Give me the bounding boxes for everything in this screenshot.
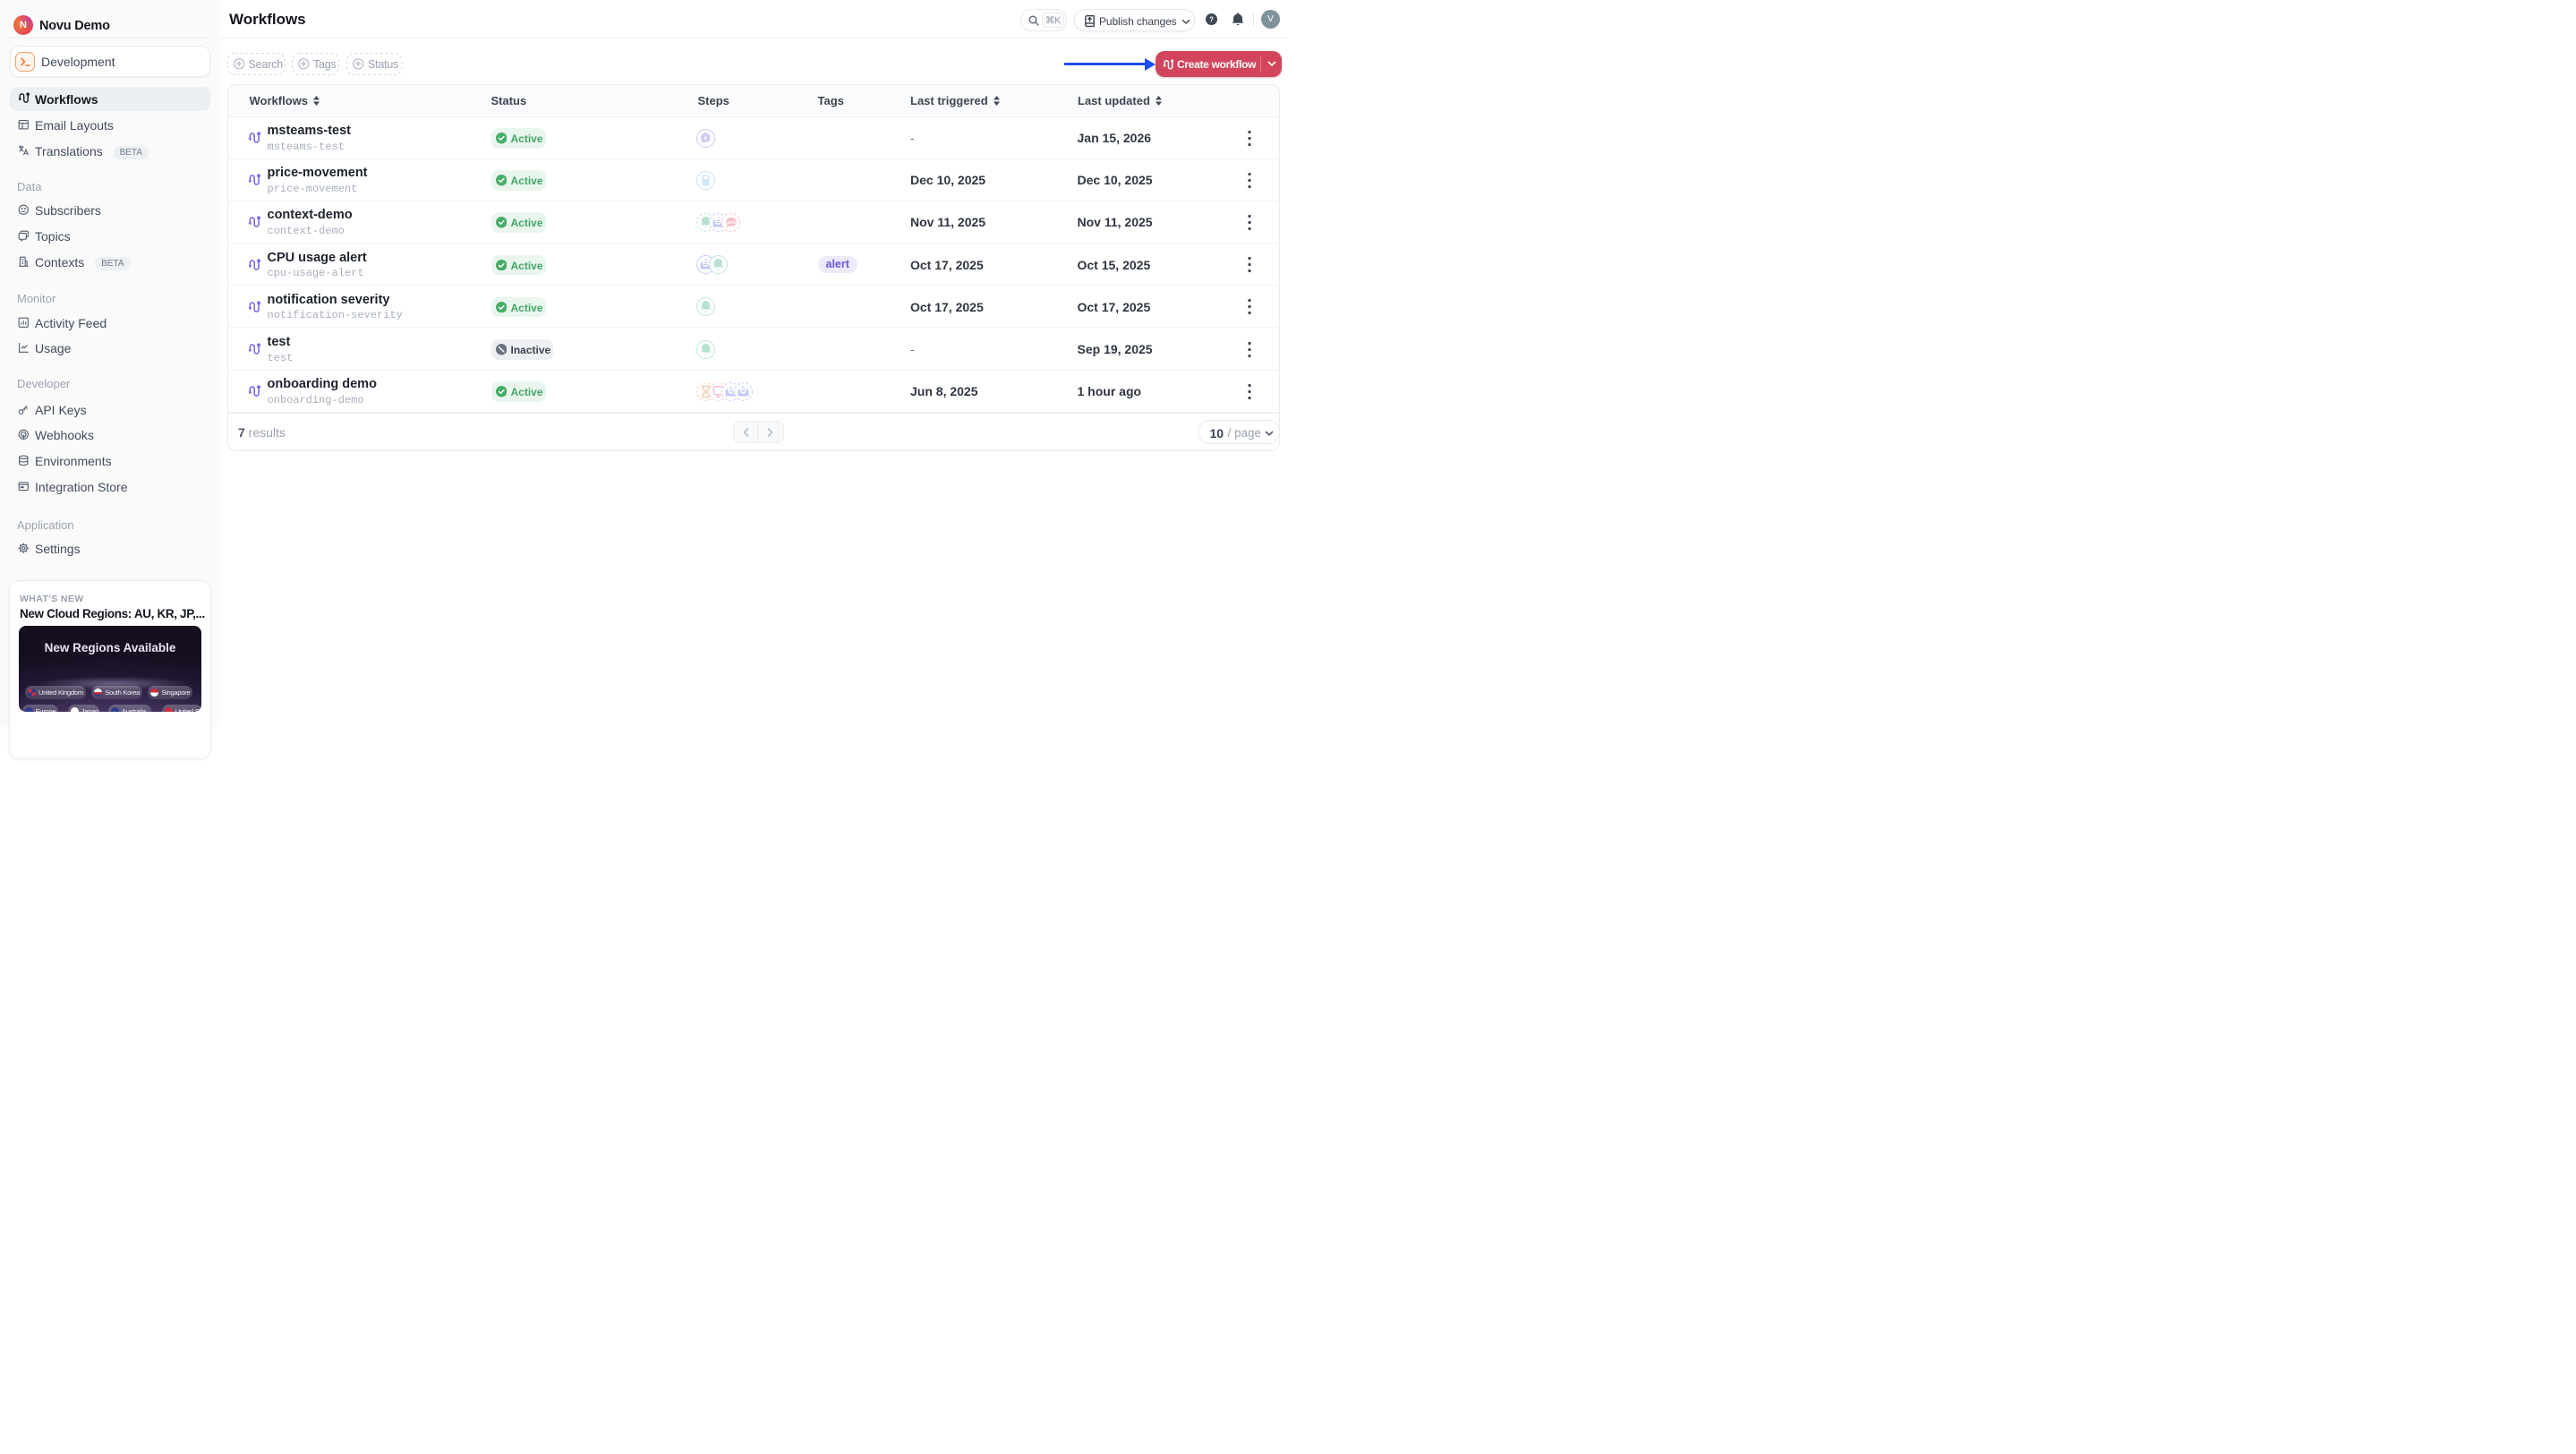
svg-text:#: # (704, 133, 708, 141)
svg-text:SMS: SMS (727, 220, 736, 225)
svg-text:?: ? (1209, 15, 1214, 23)
